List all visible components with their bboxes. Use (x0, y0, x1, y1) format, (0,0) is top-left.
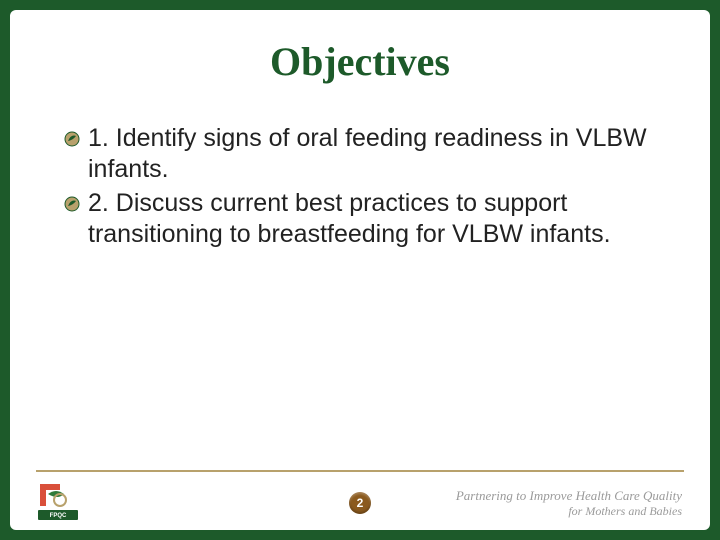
slide-content: 1. Identify signs of oral feeding readin… (10, 123, 710, 249)
page-number-badge: 2 (349, 492, 371, 514)
fpqc-logo: FPQC (38, 480, 78, 520)
list-item: 2. Discuss current best practices to sup… (64, 188, 656, 249)
tagline-line-1: Partnering to Improve Health Care Qualit… (456, 488, 682, 504)
bullet-text: 1. Identify signs of oral feeding readin… (88, 123, 656, 184)
slide-footer: FPQC 2 Partnering to Improve Health Care… (10, 470, 710, 530)
list-item: 1. Identify signs of oral feeding readin… (64, 123, 656, 184)
logo-text: FPQC (50, 513, 67, 519)
bullet-text: 2. Discuss current best practices to sup… (88, 188, 656, 249)
leaf-bullet-icon (64, 196, 80, 212)
footer-divider (36, 470, 684, 472)
slide-title: Objectives (10, 38, 710, 85)
tagline-line-2: for Mothers and Babies (456, 504, 682, 518)
page-number: 2 (357, 496, 364, 510)
footer-tagline: Partnering to Improve Health Care Qualit… (456, 488, 682, 518)
leaf-bullet-icon (64, 131, 80, 147)
slide: Objectives 1. Identify signs of oral fee… (10, 10, 710, 530)
